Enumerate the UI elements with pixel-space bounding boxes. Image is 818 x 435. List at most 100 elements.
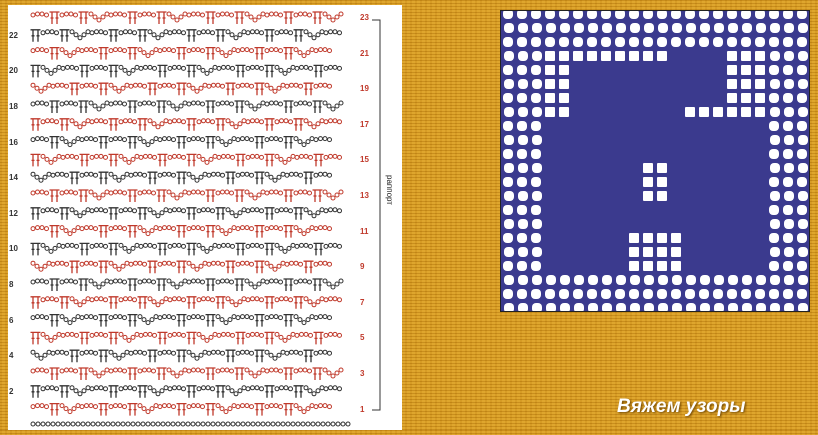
chain-symbol (254, 242, 260, 248)
double-crochet-symbol (30, 296, 36, 309)
double-crochet-symbol (191, 118, 197, 131)
chain-symbol (202, 82, 208, 88)
chart-row-20 (30, 64, 342, 78)
chain-symbol (278, 368, 283, 374)
double-crochet-symbol (103, 46, 109, 60)
chain-symbol (88, 171, 94, 177)
row-number-left: 18 (9, 102, 18, 111)
chain-symbol (137, 171, 143, 177)
chain-symbol (215, 12, 221, 18)
mesh-hole (798, 79, 808, 89)
double-crochet-symbol (303, 171, 309, 185)
chain-symbol (98, 331, 104, 337)
mesh-hole (504, 219, 514, 229)
chain-symbol (264, 349, 270, 355)
chain-symbol (249, 137, 254, 143)
mesh-hole (797, 261, 807, 271)
chain-symbol (138, 332, 144, 338)
chain-symbol (200, 279, 205, 285)
double-crochet-symbol (108, 64, 114, 78)
chain-symbol (134, 64, 140, 70)
chain-symbol (231, 136, 237, 142)
chain-symbol (318, 403, 323, 409)
chain-symbol (302, 278, 308, 284)
chain-symbol (293, 171, 299, 177)
chain-symbol (309, 403, 315, 409)
chain-symbol (117, 11, 123, 17)
chain-symbol (220, 189, 225, 195)
chain-symbol (229, 299, 235, 305)
chain-symbol (298, 367, 303, 373)
mesh-hole (798, 135, 808, 145)
chain-symbol (245, 243, 251, 249)
double-crochet-symbol (162, 242, 168, 256)
chain-symbol (327, 315, 332, 321)
chain-symbol (122, 48, 127, 54)
chain-symbol (215, 190, 221, 196)
chain-symbol (118, 242, 124, 248)
chain-symbol (233, 302, 239, 308)
chain-symbol (123, 385, 128, 391)
chain-symbol (230, 243, 235, 249)
chain-symbol (157, 315, 163, 321)
row-number-left: 6 (9, 315, 14, 325)
mesh-hole (657, 247, 667, 257)
chain-symbol (215, 403, 221, 409)
chain-symbol (311, 391, 317, 397)
double-crochet-symbol (254, 313, 260, 327)
mesh-hole (643, 233, 653, 243)
chain-symbol (166, 403, 172, 409)
chain-symbol (49, 207, 55, 213)
chain-symbol (145, 409, 151, 415)
chain-symbol (298, 100, 303, 106)
double-crochet-symbol (84, 153, 90, 167)
double-crochet-symbol (288, 402, 294, 416)
mesh-hole (630, 303, 640, 313)
chain-symbol (117, 314, 123, 320)
chain-symbol (196, 386, 202, 392)
chain-symbol (264, 279, 270, 285)
mesh-hole (700, 275, 710, 285)
mesh-hole (728, 303, 738, 313)
chain-symbol (182, 11, 188, 17)
mesh-hole (657, 51, 667, 61)
mesh-hole (517, 205, 527, 215)
mesh-hole (518, 51, 528, 61)
chain-symbol (126, 248, 132, 254)
chain-symbol (303, 385, 309, 391)
double-crochet-symbol (254, 171, 260, 185)
mesh-hole (503, 177, 513, 187)
double-crochet-symbol (132, 367, 138, 380)
chain-symbol (100, 14, 106, 20)
chain-symbol (157, 83, 163, 89)
chain-symbol (69, 64, 75, 70)
chain-symbol (334, 103, 340, 109)
mesh-hole (783, 261, 793, 271)
chain-symbol (172, 118, 177, 124)
chain-symbol (151, 190, 156, 196)
chain-symbol (172, 153, 177, 159)
double-crochet-symbol (181, 82, 187, 96)
mesh-hole (699, 9, 709, 19)
chain-symbol (145, 231, 151, 237)
chain-symbol (315, 388, 321, 394)
chain-symbol (221, 64, 226, 70)
double-crochet-symbol (176, 171, 182, 185)
mesh-hole (643, 289, 653, 299)
double-crochet-symbol (288, 11, 294, 24)
chain-symbol (259, 332, 264, 338)
chain-symbol (201, 207, 206, 213)
double-crochet-symbol (259, 171, 265, 185)
double-crochet-symbol (303, 260, 309, 274)
chain-symbol (35, 225, 40, 231)
double-crochet-symbol (312, 11, 318, 24)
mesh-hole (671, 261, 681, 271)
chain-symbol (190, 352, 196, 358)
chain-symbol (186, 12, 192, 18)
mesh-hole (643, 261, 653, 271)
chain-symbol (186, 101, 192, 107)
chain-symbol (108, 315, 114, 321)
chain-symbol (44, 67, 50, 73)
chain-symbol (44, 368, 49, 374)
chain-symbol (137, 136, 143, 142)
